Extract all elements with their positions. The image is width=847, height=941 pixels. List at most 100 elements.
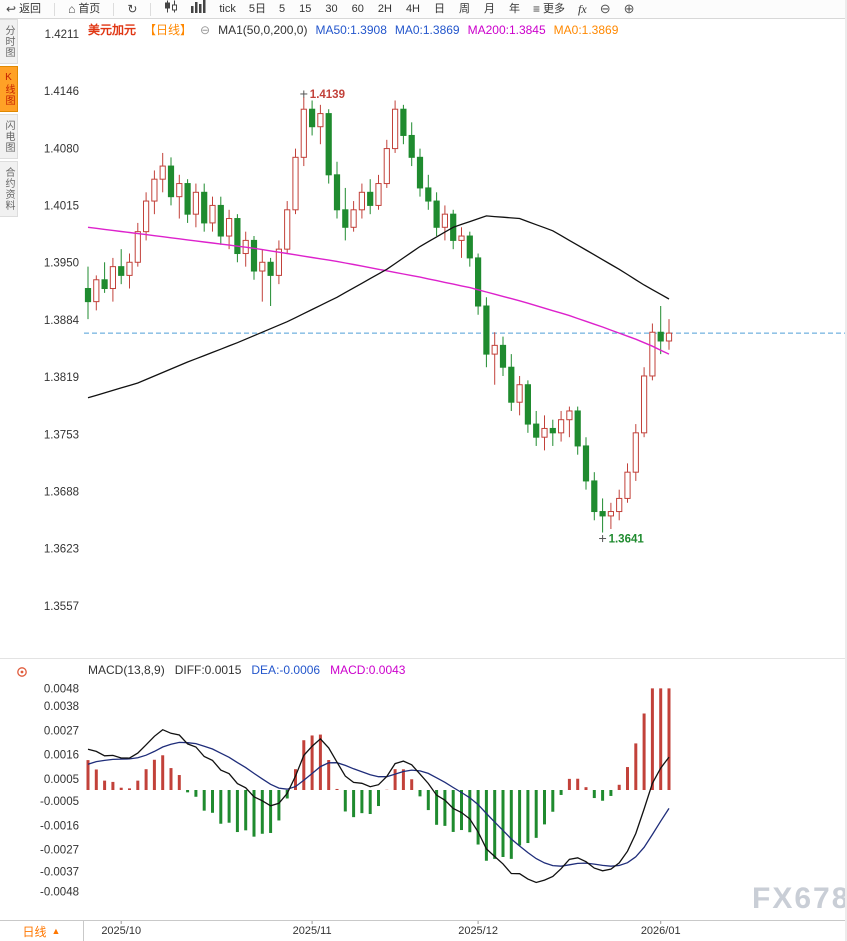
candlestick-chart-icon	[164, 0, 178, 19]
volume-view-button[interactable]	[191, 0, 206, 19]
svg-text:1.4015: 1.4015	[44, 200, 79, 212]
ma0-value-1: MA0:1.3869	[394, 22, 460, 37]
svg-text:1.3557: 1.3557	[44, 601, 79, 613]
high-annotation: 1.4139	[300, 89, 345, 101]
toolbar-separator	[54, 2, 56, 16]
bottom-bar: 日线 ▲	[0, 920, 847, 941]
svg-text:0.0038: 0.0038	[44, 701, 79, 713]
interval-button-60[interactable]: 60	[351, 3, 364, 15]
zoom-out-icon: ⊖	[599, 1, 611, 16]
interval-button-15[interactable]: 15	[299, 3, 312, 15]
sidebar-tab-kline-chart[interactable]: K线图	[0, 66, 18, 112]
svg-text:1.4139: 1.4139	[310, 89, 345, 101]
fx-icon: fx	[578, 2, 587, 16]
chart-type-sidebar: 分时图 K线图 闪电图 合约资料	[0, 19, 18, 219]
period-label: 【日线】	[144, 23, 193, 37]
more-button[interactable]: ≡ 更多	[533, 0, 565, 18]
sidebar-tab-contract-info[interactable]: 合约资料	[0, 161, 18, 217]
watermark-text: FX678	[752, 882, 847, 915]
interval-button-年[interactable]: 年	[509, 3, 520, 15]
refresh-button[interactable]: ↻	[127, 0, 137, 18]
ma-settings-label: MA1(50,0,200,0)	[218, 22, 308, 37]
macd-histogram	[86, 688, 671, 861]
interval-button-2H[interactable]: 2H	[377, 3, 392, 15]
tick-label: tick	[219, 3, 236, 15]
svg-text:1.3623: 1.3623	[44, 543, 79, 555]
macd-diff-value: DIFF:0.0015	[174, 663, 242, 677]
refresh-icon: ↻	[127, 2, 138, 16]
ma200-value: MA200:1.3845	[467, 22, 546, 37]
toolbar: ↩ 返回 ⌂ 首页 ↻ tick 5日 5 15 30 60 2H 4H 日 周 月	[0, 0, 847, 19]
indicator-formula-button[interactable]: fx	[578, 0, 587, 18]
macd-value: MACD:0.0043	[330, 663, 406, 677]
home-button[interactable]: ⌂ 首页	[68, 0, 100, 18]
low-annotation: 1.3641	[599, 534, 644, 546]
svg-text:1.4080: 1.4080	[44, 144, 79, 156]
home-icon: ⌂	[68, 2, 76, 16]
svg-text:1.3641: 1.3641	[609, 534, 645, 546]
svg-text:1.3950: 1.3950	[44, 257, 79, 269]
sidebar-tab-time-chart[interactable]: 分时图	[0, 19, 18, 64]
svg-text:1.3884: 1.3884	[44, 315, 80, 327]
sidebar-tab-lightning-chart[interactable]: 闪电图	[0, 114, 18, 159]
svg-text:1.4146: 1.4146	[44, 86, 79, 98]
svg-text:1.3688: 1.3688	[44, 486, 79, 498]
zoom-out-button[interactable]: ⊖	[600, 0, 611, 18]
ma200-line	[87, 226, 670, 355]
svg-text:-0.0016: -0.0016	[40, 820, 79, 832]
macd-dea-value: DEA:-0.0006	[251, 663, 321, 677]
ma0-value-2: MA0:1.3869	[553, 22, 619, 37]
svg-text:0.0005: 0.0005	[44, 774, 79, 786]
tick-interval-button[interactable]: tick	[219, 0, 236, 18]
symbol-label: 美元加元	[88, 23, 137, 37]
svg-text:0.0048: 0.0048	[44, 683, 79, 695]
interval-button-月[interactable]: 月	[484, 3, 495, 15]
interval-button-4H[interactable]: 4H	[405, 3, 420, 15]
svg-text:0.0027: 0.0027	[44, 725, 79, 737]
period-selector[interactable]: 日线 ▲	[0, 921, 84, 941]
back-icon: ↩	[6, 2, 17, 16]
five-day-label: 5日	[248, 3, 266, 15]
macd-title: MACD(13,8,9)	[88, 663, 165, 677]
toolbar-separator	[113, 2, 115, 16]
home-label: 首页	[78, 3, 101, 15]
interval-button-30[interactable]: 30	[325, 3, 338, 15]
interval-button-5[interactable]: 5	[279, 3, 286, 15]
ma50-value: MA50:1.3908	[315, 22, 387, 37]
price-axis-labels: 1.4211 1.4146 1.4080 1.4015 1.3950 1.3884 1.38…	[44, 29, 80, 613]
candlestick-view-button[interactable]	[164, 0, 178, 19]
svg-text:-0.0027: -0.0027	[40, 845, 79, 857]
panel-separator	[0, 658, 847, 659]
chart-legend: 美元加元 【日线】 ⊖ MA1(50,0,200,0) MA50:1.3908 …	[88, 21, 618, 38]
svg-text:1.3819: 1.3819	[44, 372, 79, 384]
svg-text:-0.0005: -0.0005	[40, 796, 79, 808]
macd-axis-labels: 0.0048 0.0038 0.0027 0.0016 0.0005 -0.0005 -0.…	[40, 683, 79, 898]
candlesticks	[84, 96, 673, 533]
five-day-interval-button[interactable]: 5日	[249, 0, 266, 18]
menu-icon: ≡	[533, 2, 541, 16]
interval-button-日[interactable]: 日	[434, 3, 445, 15]
indicator-settings-icon[interactable]	[16, 665, 28, 683]
toolbar-separator	[150, 2, 152, 16]
back-label: 返回	[19, 3, 42, 15]
diff-line	[87, 728, 670, 884]
svg-text:1.3753: 1.3753	[44, 430, 79, 442]
period-selector-label: 日线	[22, 924, 47, 939]
zoom-in-icon: ⊕	[623, 1, 635, 16]
dropdown-up-icon: ▲	[51, 926, 61, 936]
ma50-line	[87, 215, 670, 399]
interval-buttons-group: 5 15 30 60 2H 4H 日 周 月 年	[279, 0, 520, 18]
collapse-icon[interactable]: ⊖	[200, 22, 211, 37]
interval-button-周[interactable]: 周	[459, 3, 470, 15]
volume-bars-icon	[191, 0, 206, 19]
svg-text:0.0016: 0.0016	[44, 750, 79, 762]
more-label: 更多	[543, 3, 566, 15]
macd-legend: MACD(13,8,9) DIFF:0.0015 DEA:-0.0006 MAC…	[88, 663, 405, 677]
right-scroll-edge[interactable]	[845, 0, 847, 941]
back-button[interactable]: ↩ 返回	[6, 0, 41, 18]
zoom-in-button[interactable]: ⊕	[624, 0, 635, 18]
dea-line	[87, 741, 670, 867]
svg-text:-0.0037: -0.0037	[40, 867, 79, 879]
